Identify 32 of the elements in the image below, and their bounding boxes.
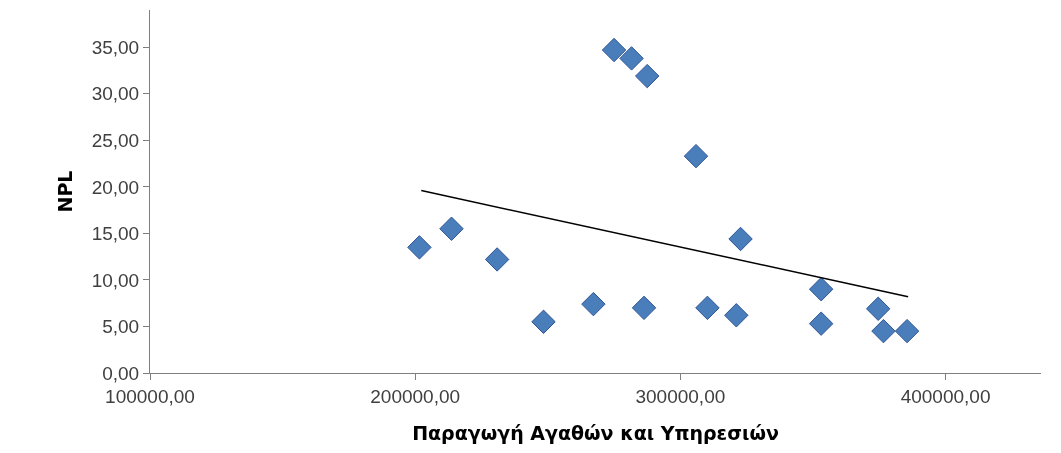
point xyxy=(808,311,834,336)
point xyxy=(439,216,464,241)
y-tick-label: 20,00 xyxy=(91,176,140,198)
point xyxy=(531,309,556,335)
y-tick-label: 10,00 xyxy=(91,269,140,291)
x-tick-label: 200000,00 xyxy=(370,385,461,407)
point xyxy=(871,318,896,344)
point xyxy=(695,295,720,321)
point xyxy=(724,303,749,328)
point xyxy=(635,63,660,89)
x-tick-label: 400000,00 xyxy=(900,385,991,407)
y-axis-title: NPL xyxy=(53,170,76,213)
point xyxy=(484,247,510,272)
point xyxy=(581,291,606,317)
y-tick-label: 35,00 xyxy=(91,36,140,58)
point xyxy=(407,235,432,260)
point xyxy=(894,318,920,344)
point xyxy=(865,296,891,321)
y-tick-label: 0,00 xyxy=(102,362,140,384)
point xyxy=(683,143,709,169)
point xyxy=(808,277,834,302)
x-axis-title: Παραγωγή Αγαθών και Υπηρεσιών xyxy=(412,422,779,444)
y-tick-label: 15,00 xyxy=(91,223,140,245)
point xyxy=(619,46,644,71)
point xyxy=(728,226,753,252)
y-tick-label: 5,00 xyxy=(102,316,140,338)
point xyxy=(601,37,627,63)
y-tick-label: 25,00 xyxy=(91,129,140,151)
x-tick-label: 100000,00 xyxy=(105,385,195,407)
point xyxy=(631,295,657,321)
x-tick-label: 300000,00 xyxy=(635,385,726,407)
y-tick-label: 30,00 xyxy=(91,83,140,105)
